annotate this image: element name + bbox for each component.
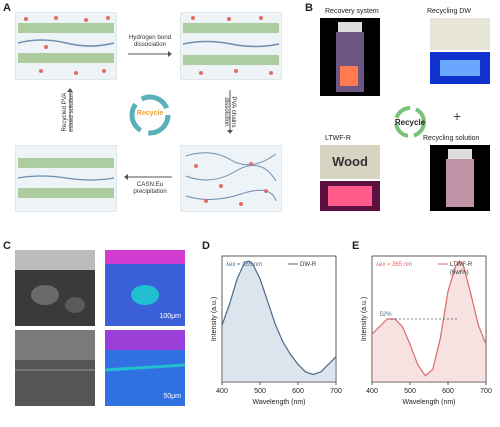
panel-c: C 100μm 50μm — [0, 240, 200, 422]
recycle-center-text: Recycle — [136, 110, 164, 117]
plot-frame — [221, 255, 337, 383]
recovery-vial-photo — [320, 18, 380, 96]
x-axis-label: Wavelength (nm) — [402, 399, 455, 406]
x-tick-label: 400 — [366, 388, 378, 395]
x-tick-label: 700 — [480, 388, 492, 395]
plot-frame — [371, 255, 487, 383]
y-axis-label: Intensity (a.u.) — [361, 297, 368, 341]
legend-label: LTWF-R — [450, 262, 473, 268]
schematic-box-2 — [180, 12, 282, 80]
panel-b: B Recovery system Recycling DW Recycle +… — [305, 0, 500, 215]
fiber-schematic-1 — [17, 16, 115, 75]
x-tick-label: 500 — [254, 388, 266, 395]
wood-text: Wood — [332, 154, 368, 169]
panel-label-b: B — [305, 2, 313, 14]
step-recycled-pva-text: Recycled PVA mixed solution — [61, 92, 75, 132]
panel-label-a: A — [3, 2, 11, 14]
x-axis-label: Wavelength (nm) — [252, 399, 305, 406]
process-arrows — [67, 51, 233, 180]
chart-d: 400 500 600 700 Wavelength (nm) Intensity (a.… — [211, 255, 342, 406]
sem-image-1 — [15, 250, 95, 326]
recycling-dw-photo — [430, 18, 490, 50]
legend-label: (6wt%) — [450, 270, 469, 276]
step-pva-dissolution-text: PVA chains dissolution — [223, 96, 237, 128]
fluorescence-image-1: 100μm — [105, 250, 185, 326]
panel-e: E 400 500 600 700 Wavelength (nm) Intensity (… — [350, 240, 498, 422]
step-hydrogen-bond-text: Hydrogen bond dissociation — [128, 34, 172, 48]
x-tick-label: 600 — [442, 388, 454, 395]
recycling-dw-label: Recycling DW — [427, 8, 471, 15]
series-line — [221, 260, 337, 376]
panel-label-c: C — [3, 240, 11, 252]
scale-bar-100: 100μm — [159, 313, 181, 320]
recycle-circle-icon — [393, 105, 427, 139]
panel-d: D 400 500 600 700 Wavelength (nm) Intensity (… — [200, 240, 348, 422]
ltwf-r-label: LTWF-R — [325, 135, 351, 142]
recovery-system-label: Recovery system — [325, 8, 379, 15]
fiber-schematic-3 — [185, 152, 277, 206]
series-area — [372, 261, 486, 382]
step-precipitation-text: CASN:Eu precipitation — [133, 181, 167, 195]
excitation-annotation: λex = 365 nm — [226, 262, 262, 268]
x-tick-label: 500 — [404, 388, 416, 395]
fiber-schematic-2 — [182, 16, 280, 75]
recycling-solution-photo — [430, 145, 490, 211]
schematic-box-4 — [15, 145, 117, 212]
x-tick-label: 400 — [216, 388, 228, 395]
recycling-dw-uv-photo — [430, 52, 490, 84]
panel-a: A — [0, 0, 300, 215]
x-tick-label: 600 — [292, 388, 304, 395]
percent-label: 52% — [380, 312, 393, 318]
panel-label-e: E — [352, 240, 360, 252]
panel-label-d: D — [202, 240, 210, 252]
ltwf-r-photo: Wood — [320, 145, 380, 179]
scale-bar-50: 50μm — [163, 393, 181, 400]
schematic-box-1 — [15, 12, 117, 80]
y-axis-label: Intensity (a.u.) — [211, 297, 218, 341]
plus-sign: + — [453, 108, 462, 124]
recycling-solution-label: Recycling solution — [423, 135, 480, 142]
recycle-label: Recycle — [394, 118, 426, 127]
fluorescence-image-2: 50μm — [104, 330, 186, 406]
legend-label: DW-R — [300, 262, 317, 268]
ltwf-r-uv-photo — [320, 181, 380, 211]
fiber-schematic-4 — [17, 158, 115, 198]
schematic-box-3 — [180, 145, 282, 212]
sem-image-2 — [15, 330, 95, 406]
series-area — [222, 261, 336, 382]
x-tick-label: 700 — [330, 388, 342, 395]
excitation-annotation: λex = 365 nm — [376, 262, 412, 268]
chart-e: 400 500 600 700 Wavelength (nm) Intensity (a.… — [361, 255, 492, 406]
